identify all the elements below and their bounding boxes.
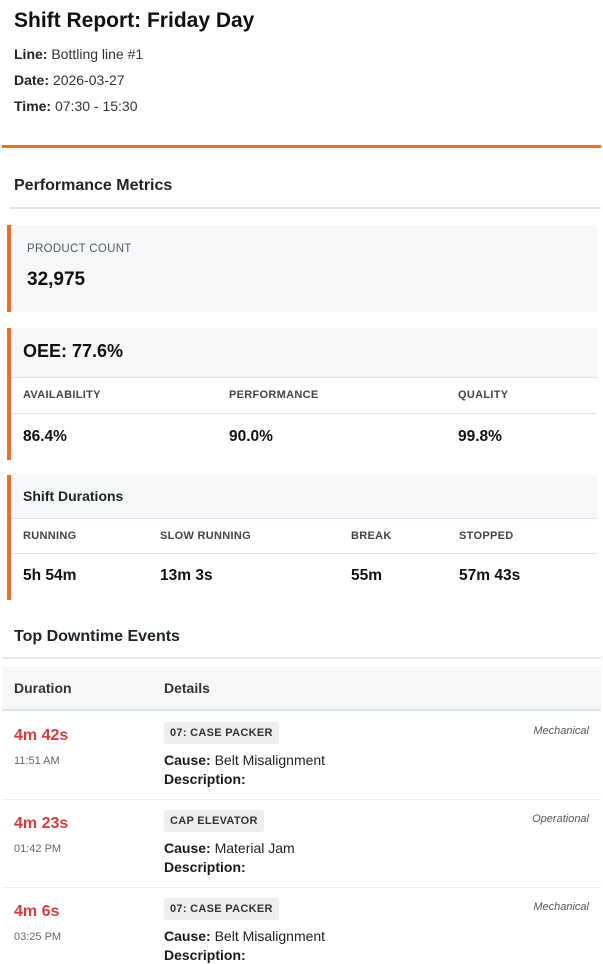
date-info: Date: 2026-03-27 bbox=[14, 72, 589, 88]
table-row: 4m 6s 03:25 PM 07: CASE PACKER Cause: Be… bbox=[2, 888, 601, 964]
time-label: Time: bbox=[14, 98, 52, 114]
table-row: 4m 42s 11:51 AM 07: CASE PACKER Cause: B… bbox=[2, 712, 601, 800]
break-value: 55m bbox=[351, 567, 383, 584]
cause-value: Material Jam bbox=[214, 840, 295, 856]
event-description: Description: bbox=[164, 947, 246, 963]
duration-column-header: Duration bbox=[14, 680, 72, 696]
cause-label: Cause: bbox=[164, 752, 211, 768]
cause-label: Cause: bbox=[164, 928, 211, 944]
event-time: 03:25 PM bbox=[14, 931, 62, 943]
durations-labels-row: RUNNING SLOW RUNNING BREAK STOPPED bbox=[11, 519, 597, 554]
report-header: Shift Report: Friday Day Line: Bottling … bbox=[0, 0, 603, 145]
event-cause: Cause: Belt Misalignment bbox=[164, 752, 325, 768]
product-count-value: 32,975 bbox=[27, 269, 86, 290]
durations-card-header: Shift Durations bbox=[11, 475, 597, 519]
break-label: BREAK bbox=[351, 530, 392, 542]
shift-durations-card: Shift Durations RUNNING SLOW RUNNING BRE… bbox=[7, 475, 597, 600]
event-category: Mechanical bbox=[533, 901, 589, 913]
product-count-label: PRODUCT COUNT bbox=[27, 243, 132, 255]
product-count-card: PRODUCT COUNT 32,975 bbox=[7, 225, 597, 312]
running-label: RUNNING bbox=[23, 530, 77, 542]
header-divider bbox=[2, 145, 601, 148]
event-duration: 4m 23s bbox=[14, 815, 69, 832]
event-category: Mechanical bbox=[533, 725, 589, 737]
machine-badge: CAP ELEVATOR bbox=[164, 810, 264, 832]
oee-card: OEE: 77.6% AVAILABILITY PERFORMANCE QUAL… bbox=[7, 328, 597, 460]
line-info: Line: Bottling line #1 bbox=[14, 46, 589, 62]
description-label: Description: bbox=[164, 771, 246, 787]
time-info: Time: 07:30 - 15:30 bbox=[14, 98, 589, 114]
slow-running-label: SLOW RUNNING bbox=[160, 530, 251, 542]
availability-value: 86.4% bbox=[23, 428, 67, 445]
event-description: Description: bbox=[164, 771, 246, 787]
stopped-value: 57m 43s bbox=[459, 567, 521, 584]
cause-value: Belt Misalignment bbox=[214, 928, 326, 944]
oee-title: OEE: 77.6% bbox=[23, 341, 124, 361]
downtime-section-title: Top Downtime Events bbox=[14, 628, 180, 645]
section-divider bbox=[10, 207, 601, 209]
line-value: Bottling line #1 bbox=[51, 46, 144, 62]
time-value: 07:30 - 15:30 bbox=[54, 98, 138, 114]
event-duration: 4m 42s bbox=[14, 727, 69, 744]
description-label: Description: bbox=[164, 947, 246, 963]
performance-section-title: Performance Metrics bbox=[14, 177, 173, 194]
oee-card-header: OEE: 77.6% bbox=[11, 328, 597, 378]
oee-labels-row: AVAILABILITY PERFORMANCE QUALITY bbox=[11, 378, 597, 414]
downtime-table-header: Duration Details bbox=[2, 666, 601, 711]
details-column-header: Details bbox=[164, 680, 210, 696]
description-label: Description: bbox=[164, 859, 246, 875]
cause-value: Belt Misalignment bbox=[214, 752, 326, 768]
event-cause: Cause: Material Jam bbox=[164, 840, 295, 856]
table-row: 4m 23s 01:42 PM CAP ELEVATOR Cause: Mate… bbox=[2, 800, 601, 888]
performance-value: 90.0% bbox=[229, 428, 273, 445]
event-category: Operational bbox=[532, 813, 589, 825]
performance-label: PERFORMANCE bbox=[229, 389, 319, 401]
machine-badge: 07: CASE PACKER bbox=[164, 722, 279, 744]
quality-value: 99.8% bbox=[458, 428, 502, 445]
date-value: 2026-03-27 bbox=[52, 72, 125, 88]
section-divider bbox=[2, 657, 601, 659]
date-label: Date: bbox=[14, 72, 50, 88]
stopped-label: STOPPED bbox=[459, 530, 514, 542]
event-cause: Cause: Belt Misalignment bbox=[164, 928, 325, 944]
event-time: 01:42 PM bbox=[14, 843, 62, 855]
machine-badge: 07: CASE PACKER bbox=[164, 898, 279, 920]
event-time: 11:51 AM bbox=[14, 755, 60, 767]
event-duration: 4m 6s bbox=[14, 903, 60, 920]
durations-title: Shift Durations bbox=[23, 488, 124, 504]
page-title: Shift Report: Friday Day bbox=[14, 9, 255, 32]
line-label: Line: bbox=[14, 46, 48, 62]
event-description: Description: bbox=[164, 859, 246, 875]
slow-running-value: 13m 3s bbox=[160, 567, 213, 584]
quality-label: QUALITY bbox=[458, 389, 509, 401]
availability-label: AVAILABILITY bbox=[23, 389, 101, 401]
cause-label: Cause: bbox=[164, 840, 211, 856]
running-value: 5h 54m bbox=[23, 567, 77, 584]
